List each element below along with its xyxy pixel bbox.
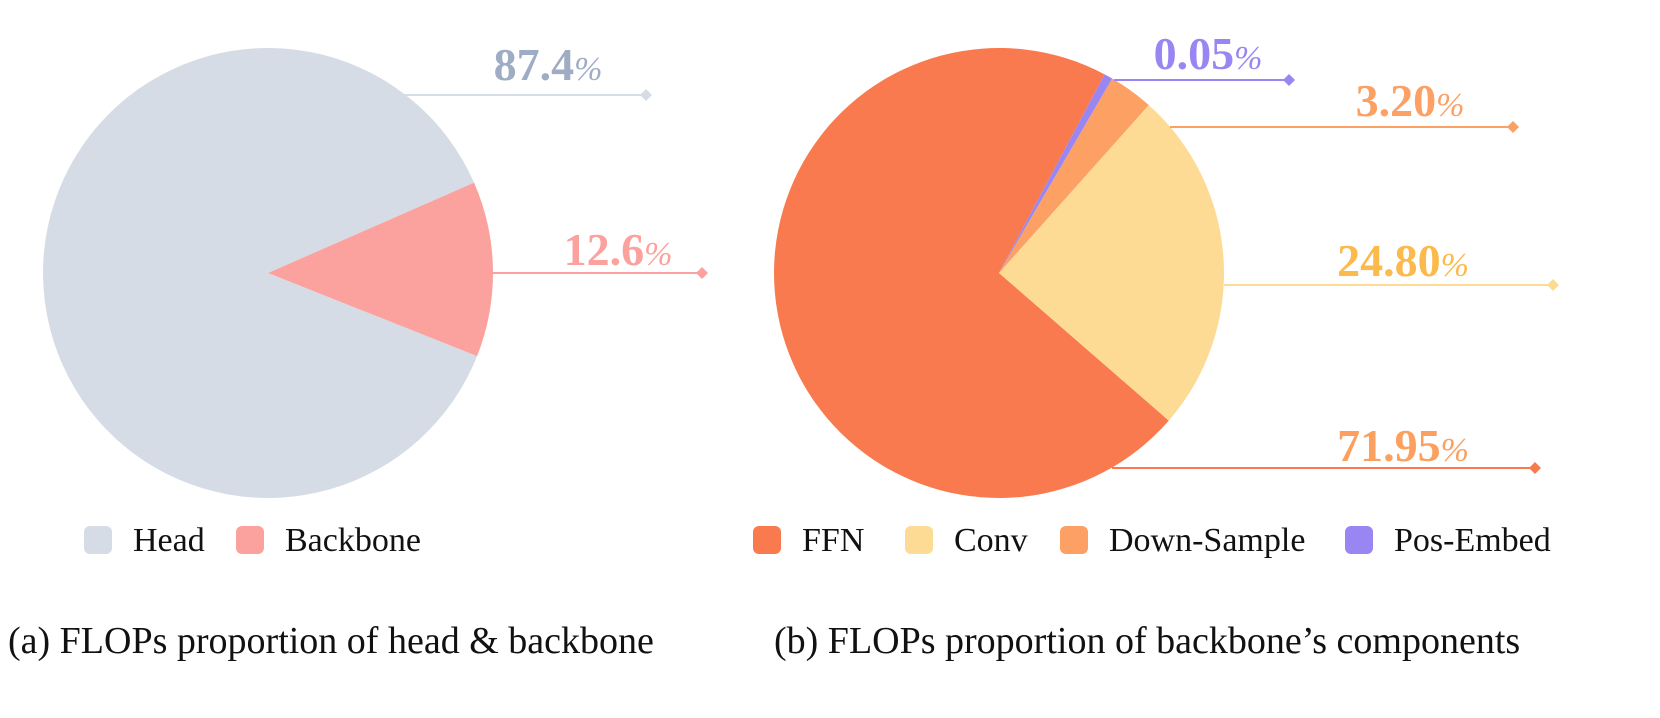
- data-label-backbone: 12.6%: [564, 224, 673, 275]
- pie-slice-conv: [999, 105, 1224, 421]
- data-label-percent: %: [574, 51, 602, 88]
- legend-label-pos-embed: Pos-Embed: [1394, 522, 1551, 559]
- leader-marker-ffn: [1529, 462, 1541, 474]
- legend-item-ffn: FFN: [753, 522, 864, 559]
- data-label-head: 87.4%: [494, 39, 603, 90]
- pie-slice-down-sample: [999, 78, 1149, 273]
- data-label-value: 12.6: [564, 224, 645, 275]
- chart-backbone-components: 0.05%3.20%24.80%71.95%FFN Conv Down-Sample…: [753, 28, 1559, 559]
- legend-swatch-pos-embed: [1345, 526, 1373, 554]
- data-label-percent: %: [1441, 247, 1469, 284]
- legend-item-head: Head: [84, 522, 205, 559]
- data-label-percent: %: [1441, 432, 1469, 469]
- data-label-conv: 24.80%: [1337, 235, 1469, 286]
- leader-marker-conv: [1547, 279, 1559, 291]
- data-label-pos-embed: 0.05%: [1154, 28, 1263, 79]
- legend-swatch-ffn: [753, 526, 781, 554]
- legend-item-conv: Conv: [905, 522, 1028, 559]
- data-label-percent: %: [1436, 87, 1464, 124]
- pie-slice-backbone: [268, 182, 494, 357]
- chart-head-backbone: 87.4%12.6%Head Backbone: [43, 39, 708, 559]
- legend-item-down-sample: Down-Sample: [1060, 522, 1305, 559]
- caption-b: (b) FLOPs proportion of backbone’s compo…: [774, 620, 1520, 662]
- data-label-ffn: 71.95%: [1337, 420, 1469, 471]
- data-label-percent: %: [644, 236, 672, 273]
- legend-item-backbone: Backbone: [236, 522, 421, 559]
- legend-label-head: Head: [133, 522, 205, 559]
- legend-label-backbone: Backbone: [285, 522, 421, 559]
- pie-slice-head: [43, 47, 478, 498]
- pie-slice-pos-embed: [999, 74, 1113, 273]
- data-label-down-sample: 3.20%: [1356, 75, 1465, 126]
- legend-swatch-backbone: [236, 526, 264, 554]
- legend-label-ffn: FFN: [802, 522, 864, 559]
- leader-marker-pos-embed: [1283, 74, 1295, 86]
- legend-label-conv: Conv: [954, 522, 1028, 559]
- leader-marker-backbone: [696, 267, 708, 279]
- data-label-value: 71.95: [1337, 420, 1441, 471]
- legend-swatch-conv: [905, 526, 933, 554]
- data-label-value: 87.4: [494, 39, 575, 90]
- data-label-value: 24.80: [1337, 235, 1441, 286]
- data-label-percent: %: [1234, 40, 1262, 77]
- legend-swatch-head: [84, 526, 112, 554]
- data-label-value: 0.05: [1154, 28, 1235, 79]
- caption-a: (a) FLOPs proportion of head & backbone: [8, 620, 654, 662]
- pie-slice-ffn: [773, 48, 1169, 499]
- leader-marker-down-sample: [1507, 121, 1519, 133]
- leader-marker-head: [640, 89, 652, 101]
- data-label-value: 3.20: [1356, 75, 1437, 126]
- legend-item-pos-embed: Pos-Embed: [1345, 522, 1551, 559]
- legend-label-down-sample: Down-Sample: [1109, 522, 1305, 559]
- legend-swatch-down-sample: [1060, 526, 1088, 554]
